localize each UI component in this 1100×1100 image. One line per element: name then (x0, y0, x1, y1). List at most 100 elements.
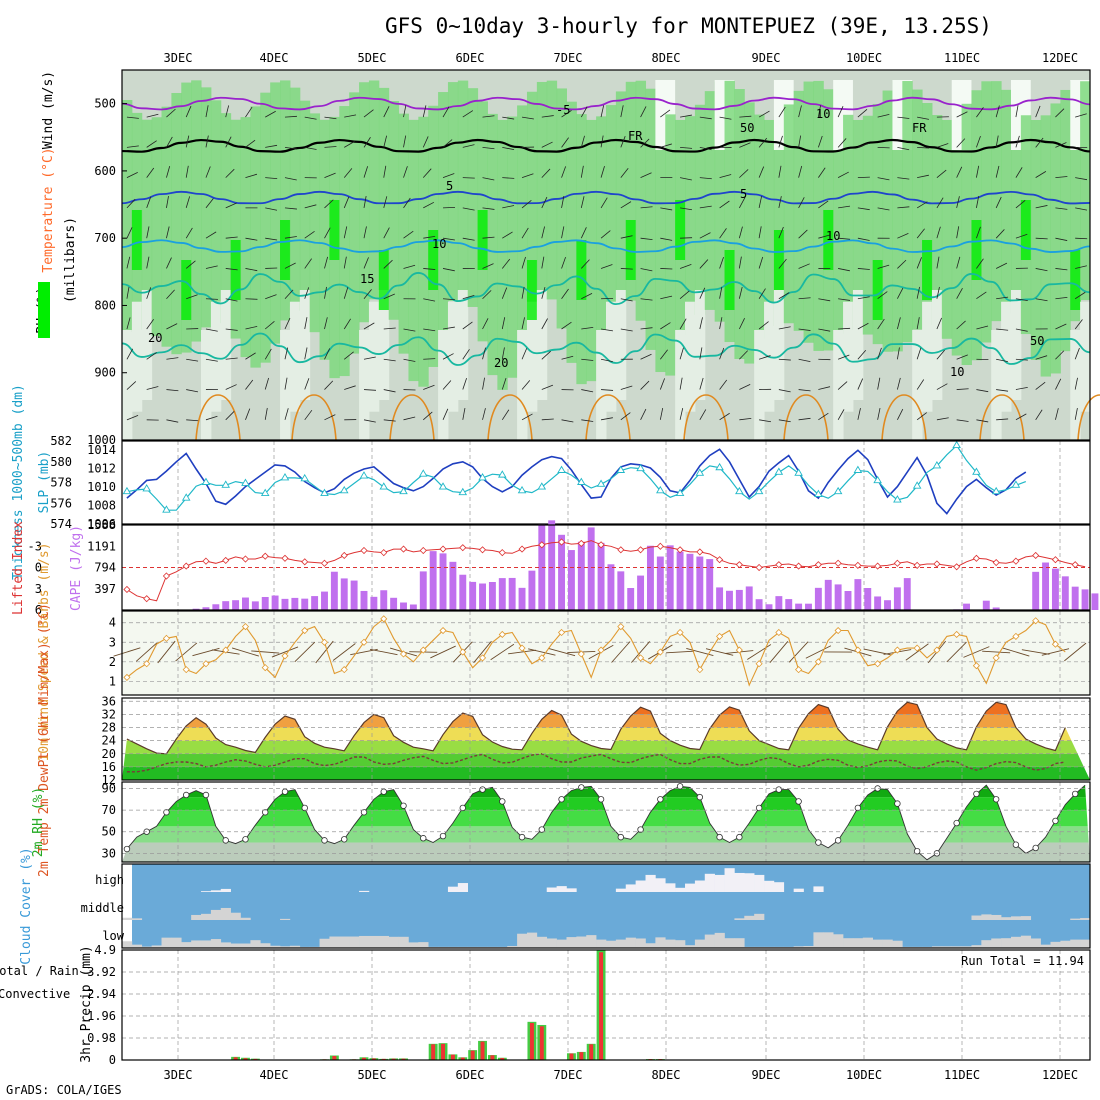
wind-barb (976, 226, 981, 239)
cloud-middle-bar (981, 914, 992, 920)
isotherm-line (121, 239, 1091, 253)
rh-moist-band (487, 113, 498, 376)
wind-barb (580, 135, 585, 148)
wind-barb (423, 384, 435, 390)
wind-barb (660, 143, 672, 148)
slp-marker (754, 486, 764, 495)
wind-barb (1055, 142, 1067, 148)
wind-marker (478, 654, 487, 662)
cloud-middle-bar (1020, 916, 1032, 920)
millibars-axis-label: (millibars) (63, 217, 78, 303)
cape-bar (301, 598, 309, 610)
cloud-high-bar (734, 872, 745, 892)
cloud-high-bar (773, 882, 785, 892)
wind-barb (660, 349, 668, 360)
rh-band (122, 826, 1090, 843)
thickness-tick-label: 574 (50, 517, 72, 531)
wind-barb (225, 411, 235, 421)
cloud-low-bar (546, 938, 557, 948)
wind-barb-10m (113, 647, 141, 657)
wind-marker (241, 623, 250, 631)
wind-barb (185, 227, 193, 239)
rh-dry-plume (131, 301, 143, 412)
cloud-low-bar (1060, 940, 1071, 948)
wind-barb (1035, 298, 1048, 302)
wind-barb (660, 109, 671, 118)
cloud-low-bar (734, 938, 745, 948)
wind-marker (498, 630, 506, 639)
wind-barb (620, 385, 633, 390)
contour-label: FR (912, 121, 927, 135)
wind-barb (758, 196, 762, 208)
rh-moist-band (714, 81, 726, 322)
lifted-marker (557, 538, 566, 546)
rh-dry-plume (773, 290, 785, 400)
rh-saturated-patch (1070, 250, 1081, 310)
cloud-middle-bar (240, 917, 251, 920)
precip-legend-total: Total / Rain (0, 964, 79, 978)
wind-barb (758, 137, 768, 148)
cloud-low-bar (615, 939, 627, 948)
wind-axis-label: Wind (m/s) (41, 71, 56, 149)
wind-barb (482, 290, 492, 300)
wind-barb (245, 298, 258, 300)
day-label-bottom: 3DEC (164, 1068, 193, 1082)
wind-barb (739, 350, 748, 360)
cloud-low-bar (665, 939, 676, 948)
precip-convective-bar (589, 1044, 594, 1060)
rh-dry-plume (685, 301, 696, 412)
wind-barb-10m (271, 646, 299, 658)
cape-bar (963, 603, 970, 610)
rh-moist-band (141, 119, 153, 330)
wind-barb (304, 378, 310, 390)
wind-barb (640, 353, 652, 360)
rh-band (122, 842, 1090, 862)
cape-bar (814, 587, 822, 610)
wind-barb (857, 237, 870, 241)
wind-barb (758, 288, 766, 299)
wind-barb (936, 143, 949, 148)
cloud-low-bar (872, 939, 883, 948)
wind-barb-10m (946, 641, 967, 663)
rh-marker (301, 804, 308, 812)
rh-marker (262, 809, 269, 816)
rh-marker (953, 819, 960, 827)
wind-barb (186, 294, 198, 300)
isotherm-warm-loop (683, 394, 729, 441)
wind-marker (123, 673, 131, 681)
chart-title: GFS 0~10day 3-hourly for MONTEPUEZ (39E,… (385, 14, 992, 38)
cape-bar (706, 559, 714, 610)
wind-marker (972, 662, 980, 670)
wind-barb-10m (430, 645, 456, 659)
wind-barb (600, 166, 605, 178)
rh-marker (736, 833, 743, 841)
wind-barb (818, 298, 831, 302)
wind-barb (600, 328, 613, 332)
wind-barb (363, 389, 377, 391)
cloud-high-bar (546, 887, 557, 892)
cloud-low-bar (714, 932, 725, 948)
wind-barb-10m (1002, 647, 1030, 657)
wind-barb (600, 264, 613, 269)
rh-moist-band (250, 106, 261, 368)
cape-bar (498, 578, 506, 610)
rh-dry-plume (931, 290, 943, 400)
wind-barb (956, 166, 963, 178)
wind-barb (679, 408, 684, 420)
wind-barb (719, 116, 732, 120)
wind-barb (186, 389, 199, 393)
slp-marker (399, 486, 408, 495)
wind-barb (659, 378, 665, 390)
wind-barb (759, 419, 772, 423)
wind-barb (897, 317, 901, 330)
cloud-low-bar (704, 934, 715, 948)
slp-marker (774, 467, 784, 475)
lifted-marker (538, 541, 546, 549)
cloud-low-bar (151, 945, 162, 948)
wind-barb (956, 111, 968, 118)
wind-barb (778, 292, 790, 300)
temp-band (122, 753, 1090, 767)
cloud-middle-bar (754, 913, 765, 920)
rh-dry-plume (596, 330, 607, 440)
wind-barb (738, 256, 742, 269)
